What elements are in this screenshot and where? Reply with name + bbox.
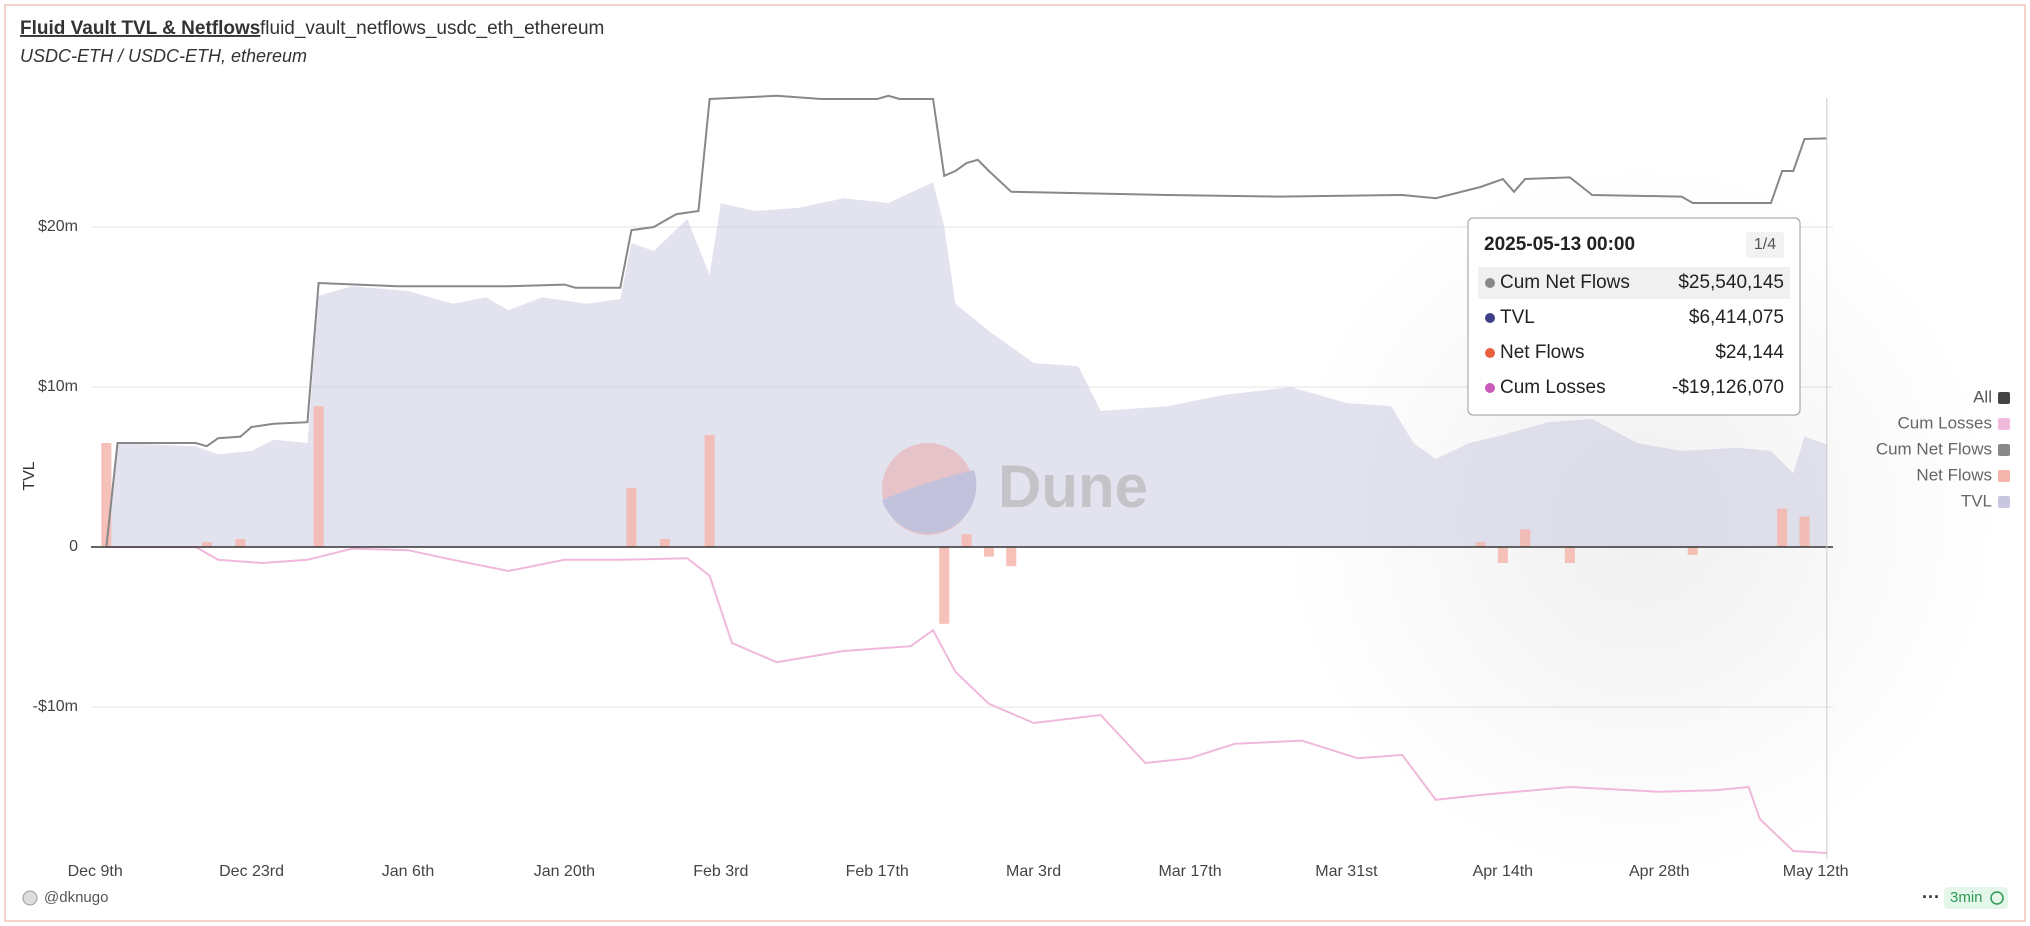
net-flow-bar: [101, 443, 112, 547]
watermark: Dune: [882, 443, 1148, 535]
tooltip-name: Cum Losses: [1500, 377, 1606, 398]
legend-label[interactable]: Net Flows: [1916, 465, 1992, 484]
net-flow-bar: [313, 406, 324, 547]
x-tick-label: May 12th: [1783, 863, 1849, 880]
net-flow-bar: [1799, 516, 1810, 547]
watermark-logo: [882, 470, 977, 534]
legend-swatch[interactable]: [1998, 444, 2010, 456]
tooltip-row-highlight: [1478, 267, 1790, 299]
x-tick-label: Feb 17th: [846, 863, 909, 880]
more-menu[interactable]: ···: [1922, 887, 1940, 907]
net-flow-bar: [659, 539, 670, 547]
x-tick-label: Mar 3rd: [1006, 863, 1061, 880]
net-flow-bar: [626, 487, 637, 547]
tooltip-name: Net Flows: [1500, 342, 1584, 363]
query-name[interactable]: fluid_vault_netflows_usdc_eth_ethereum: [260, 18, 604, 39]
subtitle: USDC-ETH / USDC-ETH, ethereum: [20, 46, 307, 66]
legend-swatch[interactable]: [1998, 418, 2010, 430]
tooltip-dot: [1485, 278, 1495, 288]
y-tick-label: 0: [69, 538, 78, 555]
tooltip-value: -$19,126,070: [1672, 377, 1784, 398]
legend-swatch[interactable]: [1998, 470, 2010, 482]
refresh-time: 3min: [1950, 889, 1983, 906]
net-flow-bar: [704, 435, 715, 547]
legend-label[interactable]: TVL: [1961, 491, 1992, 510]
tooltip-page: 1/4: [1754, 236, 1776, 253]
net-flow-bar: [939, 547, 950, 624]
watermark-text: Dune: [998, 453, 1148, 520]
tooltip-dot: [1485, 313, 1495, 323]
x-tick-label: Apr 14th: [1473, 863, 1533, 880]
y-axis-label: TVL: [21, 461, 38, 490]
tooltip-value: $25,540,145: [1678, 272, 1784, 293]
y-tick-label: $20m: [38, 218, 78, 235]
y-tick-label: -$10m: [33, 698, 78, 715]
tooltip-name: TVL: [1500, 307, 1535, 328]
net-flow-bar: [983, 547, 994, 557]
author[interactable]: @dknugo: [44, 889, 108, 906]
author-avatar: [22, 890, 38, 906]
legend-label[interactable]: Cum Net Flows: [1876, 439, 1992, 458]
chart-title[interactable]: Fluid Vault TVL & Netflows: [20, 18, 260, 39]
tooltip-value: $24,144: [1715, 342, 1784, 363]
net-flow-bar: [1475, 542, 1486, 547]
net-flow-bar: [961, 534, 972, 547]
x-tick-label: Mar 17th: [1158, 863, 1221, 880]
series-line: [106, 546, 1827, 855]
net-flow-bar: [1777, 508, 1788, 547]
legend-label[interactable]: Cum Losses: [1898, 413, 1992, 432]
net-flow-bar: [1564, 547, 1575, 563]
x-tick-label: Mar 31st: [1315, 863, 1378, 880]
legend-toggle[interactable]: All: [1973, 387, 1992, 406]
x-tick-label: Dec 23rd: [219, 863, 284, 880]
refresh-badge[interactable]: [1944, 887, 2008, 909]
net-flow-bar: [1687, 547, 1698, 555]
x-tick-label: Dec 9th: [68, 863, 123, 880]
net-flow-bar: [1520, 529, 1531, 547]
tooltip-date: 2025-05-13 00:00: [1484, 234, 1635, 255]
x-tick-label: Feb 3rd: [693, 863, 748, 880]
net-flow-bar: [201, 542, 212, 547]
x-tick-label: Jan 20th: [534, 863, 595, 880]
tooltip-name: Cum Net Flows: [1500, 272, 1630, 293]
tooltip-dot: [1485, 348, 1495, 358]
series-line: [105, 94, 1827, 548]
refresh-icon: [1990, 891, 2004, 905]
net-flow-bar: [1497, 547, 1508, 563]
tvl-area: [106, 182, 1827, 547]
y-tick-label: $10m: [38, 378, 78, 395]
net-flow-bar: [1006, 547, 1017, 567]
x-tick-label: Jan 6th: [382, 863, 434, 880]
tooltip-value: $6,414,075: [1689, 307, 1784, 328]
legend-toggle-swatch[interactable]: [1998, 392, 2010, 404]
tooltip-page-bg: [1746, 232, 1784, 258]
legend-swatch[interactable]: [1998, 496, 2010, 508]
net-flow-bar: [235, 539, 246, 547]
tooltip-dot: [1485, 383, 1495, 393]
